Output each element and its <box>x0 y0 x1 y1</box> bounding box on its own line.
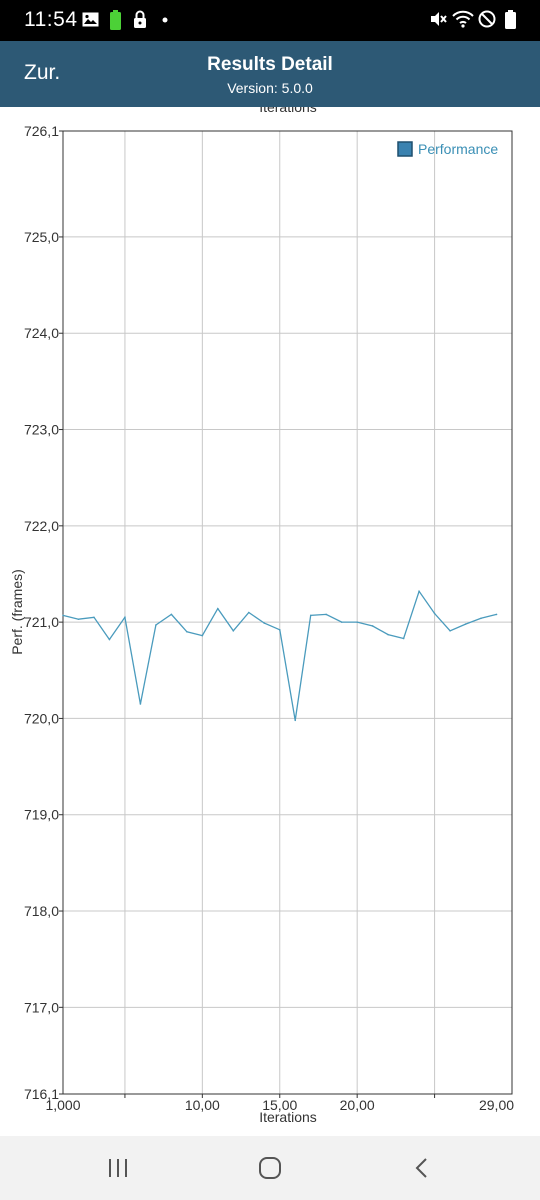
status-time: 11:54 <box>24 8 78 31</box>
back-button[interactable]: Zur. <box>24 61 61 84</box>
dot-icon <box>162 17 168 23</box>
x-tick-label: 20,00 <box>340 1097 375 1113</box>
page-title: Results Detail <box>207 54 333 75</box>
data-point <box>309 614 312 617</box>
data-point <box>217 607 219 610</box>
do-not-disturb-icon <box>478 10 496 28</box>
wifi-icon <box>452 10 474 28</box>
data-point <box>402 637 405 640</box>
data-point <box>418 590 420 593</box>
back-nav-icon[interactable] <box>402 1154 442 1182</box>
data-point <box>480 617 482 620</box>
data-point <box>93 616 95 619</box>
data-point <box>356 621 358 623</box>
x-axis-label: Iterations <box>259 1109 317 1125</box>
y-tick-label: 725,0 <box>24 229 59 245</box>
data-point <box>278 629 281 631</box>
x-tick-label: 1,000 <box>45 1097 80 1113</box>
y-tick-label: 719,0 <box>24 807 59 823</box>
y-tick-label: 722,0 <box>24 518 59 534</box>
data-point <box>325 613 328 616</box>
chart-container: Iterations 726,1 725,0 724,0 723,0 722,0 721,… <box>0 96 540 1136</box>
gallery-icon <box>82 12 99 27</box>
y-tick-label: 716,1 <box>24 1086 59 1102</box>
x-tick-label: 29,00 <box>479 1097 514 1113</box>
y-tick-label: 723,0 <box>24 422 59 438</box>
legend-swatch <box>397 141 413 157</box>
system-navigation-bar <box>0 1136 540 1200</box>
data-point <box>62 614 64 617</box>
data-point <box>155 624 157 626</box>
legend[interactable]: Performance <box>397 141 498 157</box>
recent-apps-icon[interactable] <box>98 1154 138 1182</box>
data-point <box>108 638 111 641</box>
battery-charging-icon <box>110 10 121 30</box>
y-tick-label: 724,0 <box>24 325 59 341</box>
data-point <box>139 703 142 705</box>
series-layer <box>62 589 498 722</box>
x-tick-label: 10,00 <box>185 1097 220 1113</box>
performance-chart: Iterations 726,1 725,0 724,0 723,0 722,0 721,… <box>9 99 514 1125</box>
title-bar: Zur. Results Detail Version: 5.0.0 <box>0 41 540 107</box>
data-point <box>247 611 250 614</box>
battery-icon <box>505 10 516 29</box>
data-point <box>294 719 297 722</box>
tick-layer: 726,1 725,0 724,0 723,0 722,0 721,0 720,0 719,0… <box>24 123 514 1113</box>
data-point <box>464 623 467 625</box>
data-point <box>387 633 389 636</box>
plot-frame <box>62 130 513 1095</box>
y-tick-label: 717,0 <box>24 999 59 1015</box>
data-point <box>371 625 374 627</box>
y-tick-label: 718,0 <box>24 903 59 919</box>
data-point <box>170 613 173 616</box>
x-tick-label: 15,00 <box>262 1097 297 1113</box>
data-point <box>449 629 451 632</box>
data-point <box>340 621 343 623</box>
y-tick-label: 721,0 <box>24 614 59 630</box>
grid-layer <box>59 130 512 1098</box>
mute-vibrate-icon <box>431 12 447 26</box>
data-point <box>263 622 266 624</box>
data-point <box>77 618 80 621</box>
y-tick-label: 726,1 <box>24 123 59 139</box>
data-point <box>433 612 436 615</box>
data-point <box>495 613 498 616</box>
lock-icon <box>134 10 146 28</box>
y-axis-label: Perf. (frames) <box>9 569 25 655</box>
data-point <box>201 634 204 637</box>
data-point <box>232 629 235 632</box>
status-bar: 11:54 <box>0 0 540 41</box>
data-point <box>124 616 126 619</box>
legend-label-performance: Performance <box>418 141 498 157</box>
y-tick-label: 720,0 <box>24 710 59 726</box>
version-subtitle: Version: 5.0.0 <box>227 80 313 96</box>
home-icon[interactable] <box>250 1154 290 1182</box>
data-point <box>186 630 188 633</box>
